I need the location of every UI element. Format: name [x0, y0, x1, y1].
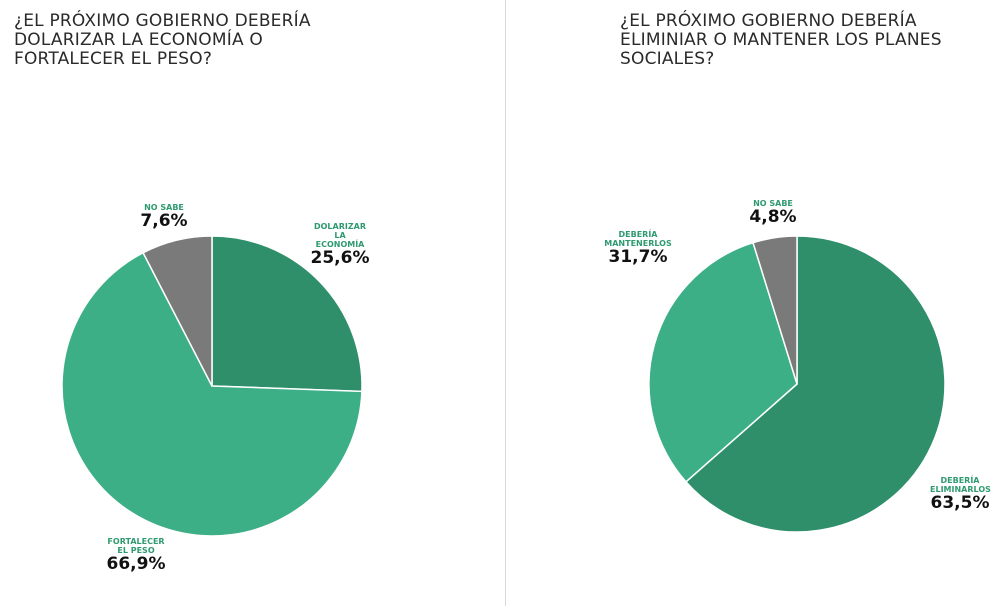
- label-fortalecer: FORTALECER EL PESO 66,9%: [96, 537, 176, 574]
- label-nosabe-left: NO SABE 7,6%: [124, 203, 204, 231]
- label-eliminarlos: DEBERÍA ELIMINARLOS 63,5%: [920, 476, 1000, 513]
- chart-title-dolarizar: ¿EL PRÓXIMO GOBIERNO DEBERÍA DOLARIZAR L…: [14, 11, 311, 69]
- slice-value: 31,7%: [608, 247, 668, 267]
- pie-slice-1-2: [752, 235, 798, 385]
- divider: [505, 0, 506, 606]
- pie-slice-0-1: [61, 251, 363, 537]
- slice-value: 4,8%: [749, 207, 797, 227]
- label-nosabe-right: NO SABE 4,8%: [733, 199, 813, 227]
- pie-slice-1-1: [648, 241, 798, 483]
- slice-value: 25,6%: [310, 248, 370, 268]
- slice-name: NO SABE: [753, 199, 793, 208]
- pie-slice-1-0: [684, 235, 946, 533]
- slice-name: DEBERÍA MANTENERLOS: [604, 230, 672, 248]
- label-mantenerlos: DEBERÍA MANTENERLOS 31,7%: [598, 230, 678, 267]
- slice-name: NO SABE: [144, 203, 184, 212]
- pie-slice-0-2: [142, 235, 213, 387]
- slice-value: 63,5%: [930, 493, 990, 513]
- chart-title-planes: ¿EL PRÓXIMO GOBIERNO DEBERÍA ELIMINIAR O…: [620, 11, 942, 69]
- slice-value: 66,9%: [106, 554, 166, 574]
- slice-value: 7,6%: [140, 211, 188, 231]
- slice-name: DEBERÍA ELIMINARLOS: [930, 476, 991, 494]
- slice-name: DOLARIZAR LA ECONOMÍA: [313, 222, 367, 249]
- slice-name: FORTALECER EL PESO: [107, 537, 165, 555]
- pie-slice-0-0: [211, 235, 363, 393]
- label-dolarizar: DOLARIZAR LA ECONOMÍA 25,6%: [300, 222, 380, 268]
